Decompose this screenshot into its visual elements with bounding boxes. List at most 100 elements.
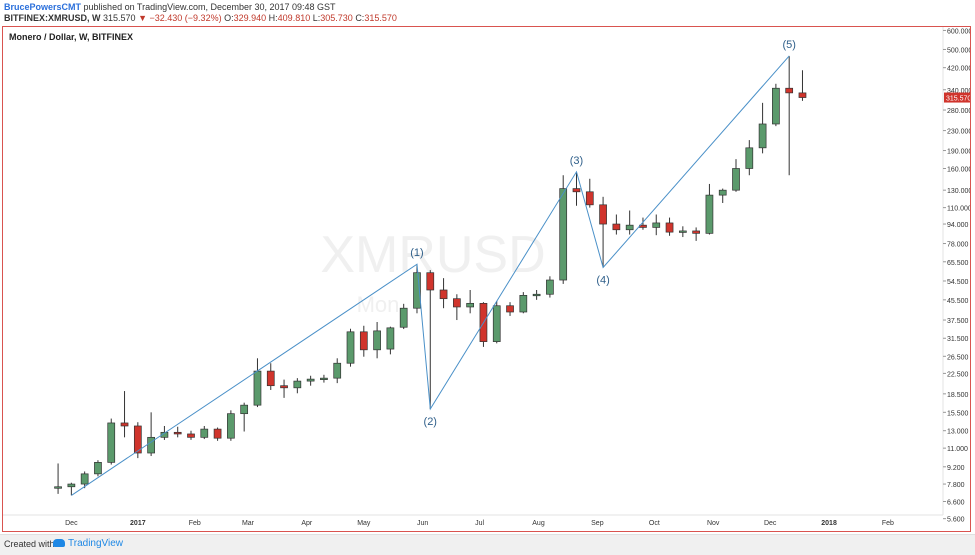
candle-down[interactable] [173, 431, 182, 435]
elliott-wave-line[interactable] [71, 55, 790, 496]
candle-up[interactable] [652, 222, 661, 228]
x-tick-label: Sep [591, 520, 604, 527]
author-link[interactable]: BrucePowersCMT [4, 2, 82, 12]
y-tick-label: 18.500 [947, 392, 969, 399]
x-tick-label: May [357, 520, 371, 527]
symbol-label: BITFINEX:XMRUSD, W [4, 13, 101, 23]
candle-up[interactable] [333, 362, 342, 379]
last-price-label: 315.570 [946, 96, 970, 103]
low-label: L: [312, 13, 321, 23]
candle-up[interactable] [320, 377, 328, 380]
price-change: −32.430 (−9.32%) [149, 13, 222, 23]
created-with-label: Created with [4, 539, 55, 549]
wave-label: (5) [782, 39, 795, 51]
candle-down[interactable] [133, 425, 142, 454]
down-arrow-icon: ▼ [138, 13, 147, 23]
y-tick-label: 7.800 [947, 482, 965, 489]
candle-up[interactable] [772, 87, 780, 125]
candle-down[interactable] [692, 230, 700, 234]
y-tick-label: 9.200 [947, 465, 965, 472]
candle-up[interactable] [200, 428, 209, 438]
candle-down[interactable] [572, 188, 581, 193]
candle-up[interactable] [413, 272, 421, 309]
candle-up[interactable] [732, 168, 740, 191]
candle-down[interactable] [798, 92, 807, 98]
candle-up[interactable] [718, 189, 727, 196]
wave-label: (4) [596, 275, 609, 287]
wave-label: (2) [424, 416, 437, 428]
candle-up[interactable] [227, 413, 235, 439]
candle-down[interactable] [599, 204, 607, 225]
x-tick-label: Oct [649, 520, 660, 527]
candle-up[interactable] [346, 331, 355, 364]
y-tick-label: 130.000 [947, 188, 970, 195]
candle-up[interactable] [758, 123, 767, 149]
candle-up[interactable] [107, 422, 116, 463]
candle-down[interactable] [359, 331, 368, 351]
x-tick-label: Nov [707, 520, 720, 527]
candle-up[interactable] [160, 431, 169, 438]
candle-down[interactable] [612, 223, 621, 231]
candle-up[interactable] [745, 147, 754, 169]
x-tick-label: Feb [882, 520, 894, 527]
candle-up[interactable] [94, 462, 102, 475]
candle-down[interactable] [266, 370, 275, 387]
candle-up[interactable] [625, 224, 634, 231]
candle-up[interactable] [705, 194, 714, 234]
candle-up[interactable] [519, 294, 528, 313]
publish-info: published on TradingView.com, December 3… [83, 2, 336, 12]
candle-up[interactable] [54, 486, 62, 489]
candle-down[interactable] [453, 298, 461, 308]
tradingview-cloud-icon [53, 539, 65, 548]
x-tick-label: Mar [242, 520, 255, 527]
candle-up[interactable] [399, 307, 408, 328]
x-tick-label: Jun [417, 520, 428, 527]
y-tick-label: 26.500 [947, 354, 969, 361]
y-tick-label: 15.500 [947, 410, 969, 417]
candle-down[interactable] [665, 222, 674, 233]
candle-up[interactable] [147, 436, 155, 454]
candle-down[interactable] [120, 422, 129, 427]
candle-up[interactable] [240, 404, 249, 415]
y-tick-label: 190.000 [947, 149, 970, 156]
y-tick-label: 13.000 [947, 429, 969, 436]
candle-up[interactable] [532, 293, 541, 297]
y-tick-label: 94.000 [947, 222, 969, 229]
candle-down[interactable] [506, 305, 514, 313]
y-tick-label: 5.600 [947, 517, 965, 524]
candle-down[interactable] [426, 272, 435, 291]
candle-up[interactable] [678, 230, 687, 233]
high-label: H: [268, 13, 278, 23]
tradingview-logo[interactable]: TradingView [53, 538, 123, 549]
candle-up[interactable] [306, 378, 315, 382]
y-tick-label: 160.000 [947, 166, 970, 173]
wave-label: (3) [570, 155, 583, 167]
x-tick-label: 2017 [130, 520, 146, 527]
candle-up[interactable] [559, 188, 568, 281]
candle-down[interactable] [213, 428, 222, 439]
candle-up[interactable] [253, 370, 262, 406]
candle-down[interactable] [439, 289, 448, 300]
candle-up[interactable] [466, 302, 475, 308]
y-tick-label: 340.000 [947, 88, 970, 95]
chart-frame[interactable]: XMRUSD Mon Monero / Dollar, W, BITFINEX 600… [2, 26, 971, 532]
candle-up[interactable] [67, 483, 76, 488]
candle-up[interactable] [373, 330, 381, 351]
candle-up[interactable] [80, 473, 89, 485]
last-price: 315.570 [103, 13, 136, 23]
open-value: 329.940 [233, 13, 267, 23]
candle-up[interactable] [386, 327, 395, 350]
candle-down[interactable] [280, 385, 288, 389]
y-tick-label: 78.000 [947, 242, 969, 249]
candle-down[interactable] [785, 87, 794, 94]
candle-down[interactable] [187, 433, 195, 438]
ohlc-line: BITFINEX:XMRUSD, W 315.570 ▼ −32.430 (−9… [4, 13, 397, 23]
open-label: O: [224, 13, 234, 23]
candle-up[interactable] [492, 305, 501, 342]
candle-up[interactable] [546, 279, 554, 295]
candle-up[interactable] [293, 380, 302, 389]
y-tick-label: 500.000 [947, 47, 970, 54]
y-tick-label: 110.000 [947, 206, 970, 213]
candle-down[interactable] [585, 191, 594, 206]
